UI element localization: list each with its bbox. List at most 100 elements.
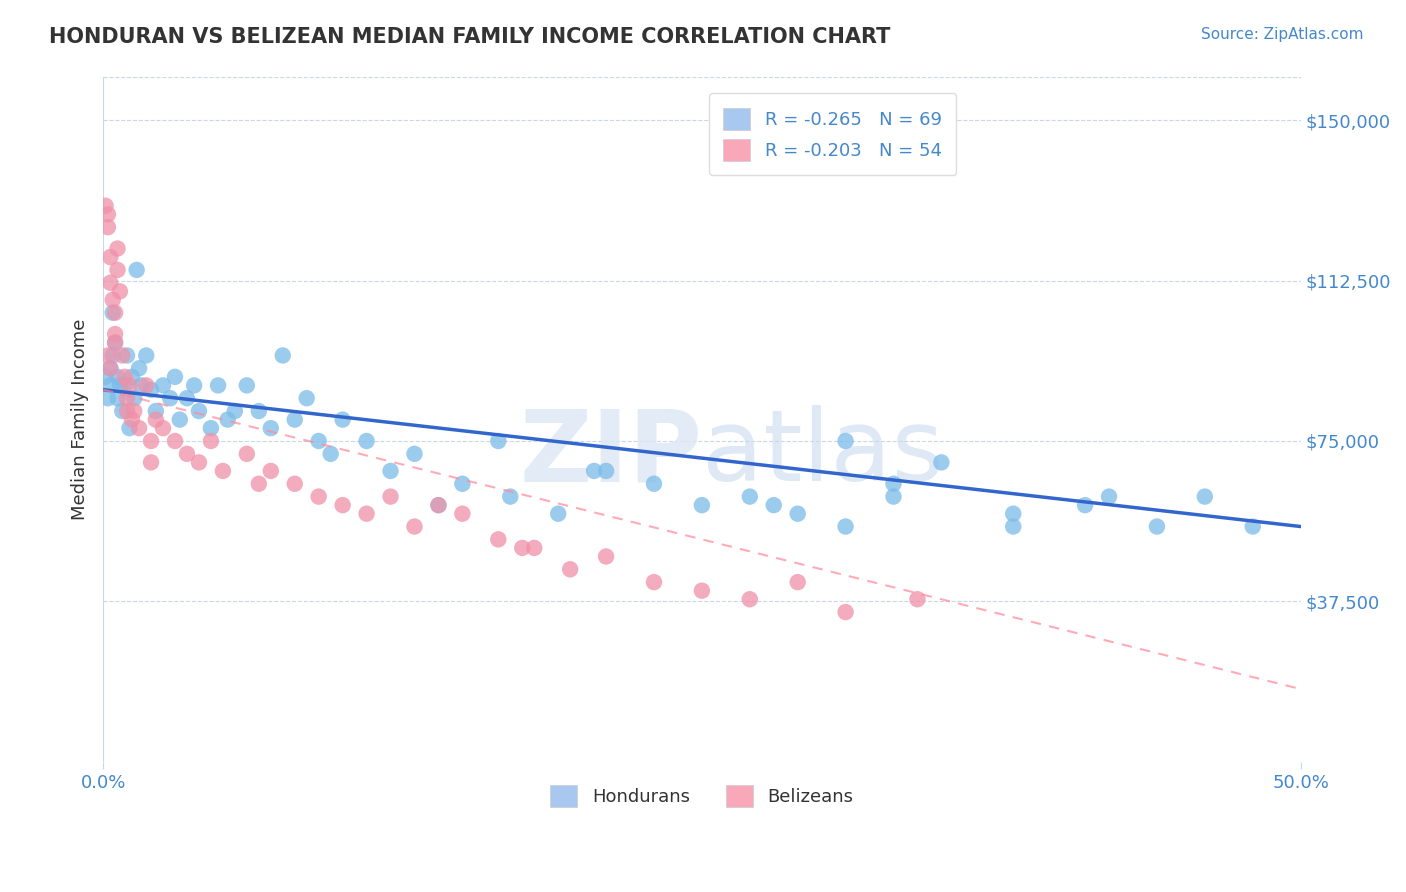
- Point: [101, 348, 124, 362]
- Text: HONDURAN VS BELIZEAN MEDIAN FAMILY INCOME CORRELATION CHART: HONDURAN VS BELIZEAN MEDIAN FAMILY INCOM…: [49, 27, 890, 46]
- Legend: Hondurans, Belizeans: Hondurans, Belizeans: [543, 778, 860, 814]
- Point: [260, 464, 283, 478]
- Point: [187, 455, 209, 469]
- Point: [1241, 519, 1264, 533]
- Point: [486, 533, 509, 547]
- Point: [1098, 490, 1121, 504]
- Point: [236, 378, 259, 392]
- Point: [97, 220, 120, 235]
- Point: [145, 404, 167, 418]
- Point: [1194, 490, 1216, 504]
- Point: [135, 378, 157, 392]
- Point: [207, 378, 229, 392]
- Point: [786, 507, 808, 521]
- Point: [332, 498, 354, 512]
- Point: [1074, 498, 1097, 512]
- Point: [101, 306, 124, 320]
- Point: [128, 421, 150, 435]
- Point: [176, 447, 198, 461]
- Point: [427, 498, 450, 512]
- Point: [332, 412, 354, 426]
- Point: [931, 455, 953, 469]
- Point: [451, 507, 474, 521]
- Point: [94, 199, 117, 213]
- Point: [499, 490, 522, 504]
- Point: [131, 378, 153, 392]
- Point: [404, 447, 426, 461]
- Point: [139, 434, 162, 448]
- Point: [643, 476, 665, 491]
- Point: [690, 583, 713, 598]
- Point: [738, 592, 761, 607]
- Point: [122, 404, 145, 418]
- Point: [217, 412, 239, 426]
- Point: [176, 391, 198, 405]
- Point: [121, 369, 143, 384]
- Point: [523, 541, 546, 555]
- Point: [762, 498, 785, 512]
- Point: [152, 378, 174, 392]
- Point: [738, 490, 761, 504]
- Point: [786, 575, 808, 590]
- Point: [139, 455, 162, 469]
- Text: atlas: atlas: [702, 405, 943, 502]
- Point: [1002, 519, 1025, 533]
- Point: [97, 391, 120, 405]
- Point: [163, 434, 186, 448]
- Point: [690, 498, 713, 512]
- Point: [115, 391, 138, 405]
- Point: [1146, 519, 1168, 533]
- Point: [404, 519, 426, 533]
- Point: [104, 327, 127, 342]
- Text: Source: ZipAtlas.com: Source: ZipAtlas.com: [1201, 27, 1364, 42]
- Point: [308, 434, 330, 448]
- Point: [98, 361, 121, 376]
- Point: [107, 391, 129, 405]
- Point: [107, 242, 129, 256]
- Point: [1002, 507, 1025, 521]
- Point: [118, 421, 141, 435]
- Point: [510, 541, 533, 555]
- Point: [97, 348, 120, 362]
- Point: [125, 263, 148, 277]
- Point: [187, 404, 209, 418]
- Point: [135, 348, 157, 362]
- Point: [139, 383, 162, 397]
- Point: [486, 434, 509, 448]
- Point: [104, 335, 127, 350]
- Point: [834, 434, 856, 448]
- Point: [319, 447, 342, 461]
- Y-axis label: Median Family Income: Median Family Income: [72, 319, 89, 520]
- Point: [163, 369, 186, 384]
- Point: [427, 498, 450, 512]
- Point: [107, 263, 129, 277]
- Point: [98, 250, 121, 264]
- Point: [295, 391, 318, 405]
- Point: [98, 361, 121, 376]
- Point: [560, 562, 582, 576]
- Point: [108, 378, 131, 392]
- Point: [356, 507, 378, 521]
- Point: [128, 361, 150, 376]
- Point: [145, 412, 167, 426]
- Point: [380, 464, 402, 478]
- Point: [104, 306, 127, 320]
- Point: [101, 293, 124, 307]
- Point: [356, 434, 378, 448]
- Point: [183, 378, 205, 392]
- Point: [260, 421, 283, 435]
- Point: [114, 369, 136, 384]
- Point: [94, 369, 117, 384]
- Point: [115, 348, 138, 362]
- Point: [200, 434, 222, 448]
- Point: [882, 476, 904, 491]
- Point: [882, 490, 904, 504]
- Point: [284, 476, 307, 491]
- Point: [111, 348, 134, 362]
- Point: [907, 592, 929, 607]
- Point: [152, 421, 174, 435]
- Point: [271, 348, 294, 362]
- Point: [118, 378, 141, 392]
- Point: [98, 276, 121, 290]
- Point: [595, 464, 617, 478]
